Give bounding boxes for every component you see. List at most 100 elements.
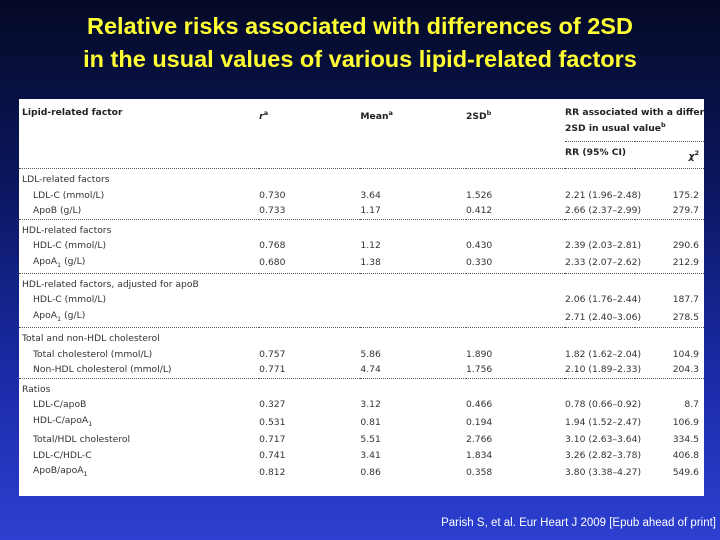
mean-value: 3.64 (360, 189, 381, 201)
chi-value: 278.5 (672, 311, 699, 323)
sd-value (466, 308, 565, 328)
chi-value: 204.3 (672, 364, 699, 376)
header-mean: Meana (360, 109, 393, 123)
group-row: Ratios (19, 377, 704, 398)
mean-value: 1.38 (360, 257, 381, 269)
table-body: LDL-related factors LDL-C (mmol/L) 0.730 3.… (19, 168, 704, 483)
chi-value: 106.9 (672, 416, 699, 428)
lipid-risk-table: Lipid-related factor ra Meana 2SDb RR as… (19, 99, 704, 482)
group-label: LDL-related factors (19, 168, 260, 188)
table-panel: Lipid-related factor ra Meana 2SDb RR as… (19, 99, 704, 496)
rr-value: 1.82 (1.62–2.04) (565, 348, 642, 360)
sd-value: 1.890 (465, 348, 493, 360)
factor-name: ApoA1 (g/L) (33, 309, 86, 323)
group-label: HDL-related factors, adjusted for apoB (19, 272, 260, 293)
sd-value: 0.466 (465, 399, 493, 411)
chi-value: 334.5 (672, 434, 699, 446)
mean-value: 5.86 (360, 348, 381, 360)
table-row: LDL-C/apoB 0.327 3.12 0.466 0.78 (0.66–0.92)… (19, 397, 704, 413)
r-value: 0.757 (259, 348, 286, 360)
factor-name: LDL-C (mmol/L) (33, 189, 105, 201)
table-row: ApoB (g/L) 0.733 1.17 0.412 2.66 (2.37–2.99)… (19, 203, 704, 219)
mean-value: 3.41 (360, 449, 381, 461)
factor-name: LDL-C/apoB (33, 399, 87, 411)
chi-value: 279.7 (672, 205, 699, 217)
group-label: Ratios (19, 377, 260, 398)
subheader-row: RR (95% CI) χ2 (19, 140, 704, 169)
factor-name: LDL-C/HDL-C (33, 449, 92, 461)
table-row: Non-HDL cholesterol (mmol/L) 0.771 4.74 1.7… (19, 362, 704, 378)
table-row: ApoA1 (g/L) 2.71 (2.40–3.06) 278.5 (19, 308, 704, 328)
mean-value: 5.51 (360, 434, 381, 446)
table-row: LDL-C (mmol/L) 0.730 3.64 1.526 2.21 (1.96–2… (19, 188, 704, 204)
factor-name: ApoA1 (g/L) (33, 255, 86, 269)
rr-value: 2.39 (2.03–2.81) (565, 240, 642, 252)
mean-value: 0.81 (360, 416, 381, 428)
mean-value (360, 292, 466, 308)
mean-value: 3.12 (360, 399, 381, 411)
r-value: 0.680 (259, 257, 286, 269)
rr-value: 2.10 (1.89–2.33) (565, 364, 642, 376)
header-rr: RR associated with a difference of 2SD i… (565, 107, 704, 135)
header-2sd: 2SDb (465, 109, 492, 123)
factor-name: HDL-C/apoA1 (33, 414, 93, 428)
rr-value: 2.21 (1.96–2.48) (565, 189, 642, 201)
rr-value: 2.33 (2.07–2.62) (565, 257, 642, 269)
header-factor: Lipid-related factor (22, 107, 123, 118)
r-value (259, 308, 360, 328)
chi-value: 406.8 (672, 449, 699, 461)
title-line-2: in the usual values of various lipid-rel… (83, 46, 637, 72)
chi-value: 187.7 (672, 294, 699, 306)
r-value: 0.812 (259, 466, 286, 478)
header-chi: χ2 (634, 140, 704, 169)
sd-value (466, 292, 565, 308)
rr-value: 0.78 (0.66–0.92) (565, 399, 642, 411)
r-value: 0.730 (259, 189, 286, 201)
sd-value: 0.430 (465, 240, 493, 252)
r-value: 0.741 (259, 449, 286, 461)
factor-name: Non-HDL cholesterol (mmol/L) (33, 364, 172, 376)
mean-value (360, 308, 466, 328)
r-value: 0.733 (259, 205, 286, 217)
r-value: 0.771 (259, 364, 286, 376)
sd-value: 0.194 (465, 416, 493, 428)
group-row: LDL-related factors (19, 168, 704, 188)
sd-value: 1.756 (465, 364, 493, 376)
group-label: HDL-related factors (19, 218, 260, 239)
r-value: 0.717 (259, 434, 286, 446)
factor-name: Total/HDL cholesterol (33, 434, 131, 446)
table-row: ApoB/apoA1 0.812 0.86 0.358 3.80 (3.38–4.27)… (19, 463, 704, 482)
chi-value: 104.9 (672, 348, 699, 360)
group-row: Total and non-HDL cholesterol (19, 327, 704, 347)
r-value: 0.768 (259, 240, 286, 252)
factor-name: HDL-C (mmol/L) (33, 240, 107, 252)
rr-value: 3.80 (3.38–4.27) (565, 466, 642, 478)
rr-value: 2.66 (2.37–2.99) (565, 205, 642, 217)
rr-value: 1.94 (1.52–2.47) (565, 416, 642, 428)
group-row: HDL-related factors (19, 218, 704, 239)
header-row: Lipid-related factor ra Meana 2SDb RR as… (19, 99, 704, 142)
table-row: ApoA1 (g/L) 0.680 1.38 0.330 2.33 (2.07–2.62… (19, 254, 704, 274)
chi-value: 549.6 (672, 466, 699, 478)
r-value: 0.327 (259, 399, 286, 411)
sd-value: 1.834 (465, 449, 493, 461)
mean-value: 1.17 (360, 205, 381, 217)
group-label: Total and non-HDL cholesterol (19, 327, 260, 347)
chi-value: 212.9 (672, 257, 699, 269)
table-row: LDL-C/HDL-C 0.741 3.41 1.834 3.26 (2.82–3.78… (19, 448, 704, 464)
sd-value: 0.358 (465, 466, 493, 478)
r-value: 0.531 (259, 416, 286, 428)
factor-name: HDL-C (mmol/L) (33, 294, 107, 306)
mean-value: 0.86 (360, 466, 381, 478)
sd-value: 1.526 (465, 189, 493, 201)
mean-value: 4.74 (360, 364, 381, 376)
chi-value: 175.2 (672, 189, 699, 201)
factor-name: ApoB/apoA1 (33, 465, 88, 478)
header-rr-ci: RR (95% CI) (565, 140, 635, 169)
rr-value: 3.26 (2.82–3.78) (565, 449, 642, 461)
factor-name: ApoB (g/L) (33, 205, 82, 217)
rr-value: 3.10 (2.63–3.64) (565, 434, 642, 446)
header-r: ra (259, 109, 269, 123)
sd-value: 0.330 (465, 257, 493, 269)
rr-value: 2.71 (2.40–3.06) (565, 311, 642, 323)
